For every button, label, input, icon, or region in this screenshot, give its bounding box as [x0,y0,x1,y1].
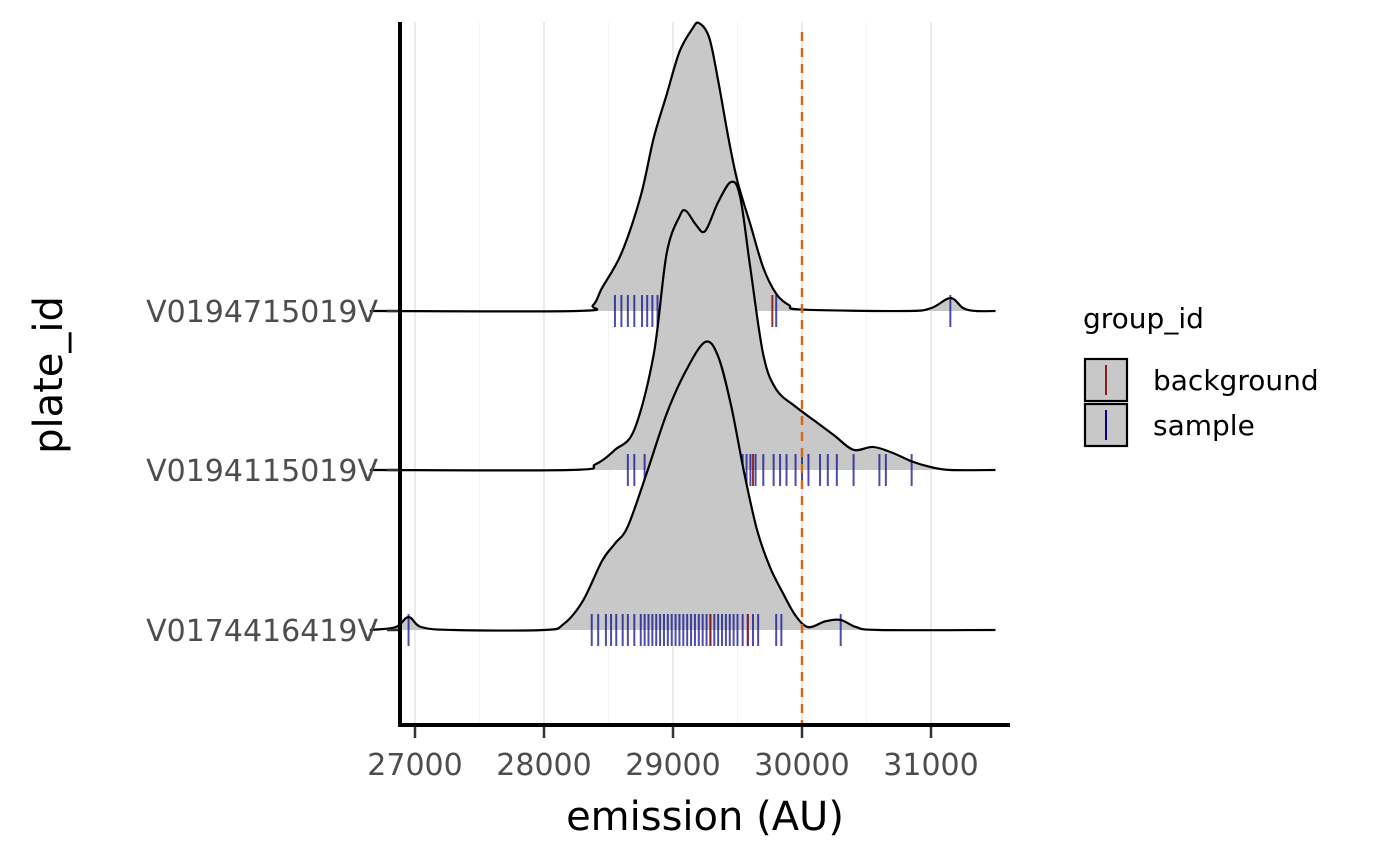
ridge-fill [369,181,996,471]
x-tick-label: 29000 [625,748,720,783]
y-axis-title: plate_id [26,296,72,454]
y-tick-label: V0194115019V [146,454,378,489]
legend-label: sample [1153,409,1255,442]
ridge-outline [369,340,996,632]
rug-V0174416419V [407,614,842,646]
legend-entry-background: background [1083,357,1319,403]
ridge-outline [369,21,996,313]
legend-label: background [1153,364,1319,397]
y-tick-label: V0194715019V [146,295,378,330]
legend: group_id background sample [1083,302,1319,448]
density-ridges [369,21,996,646]
legend-title: group_id [1083,302,1204,335]
x-tick-label: 28000 [496,748,591,783]
ridge-fill [369,22,996,312]
legend-entry-sample: sample [1083,402,1255,448]
y-axis-ticks: V0174416419V V0194115019V V0194715019V [146,295,398,649]
ridge-V0174416419V [369,340,996,646]
x-tick-label: 30000 [754,748,849,783]
x-axis-title: emission (AU) [566,794,844,840]
x-axis-ticks: 27000 28000 29000 30000 31000 [367,727,979,783]
axes [398,22,1010,727]
y-tick-label: V0174416419V [146,614,378,649]
ridge-fill [369,341,996,631]
x-tick-label: 27000 [367,748,462,783]
ridge-outline [369,180,996,472]
x-tick-label: 31000 [883,748,978,783]
